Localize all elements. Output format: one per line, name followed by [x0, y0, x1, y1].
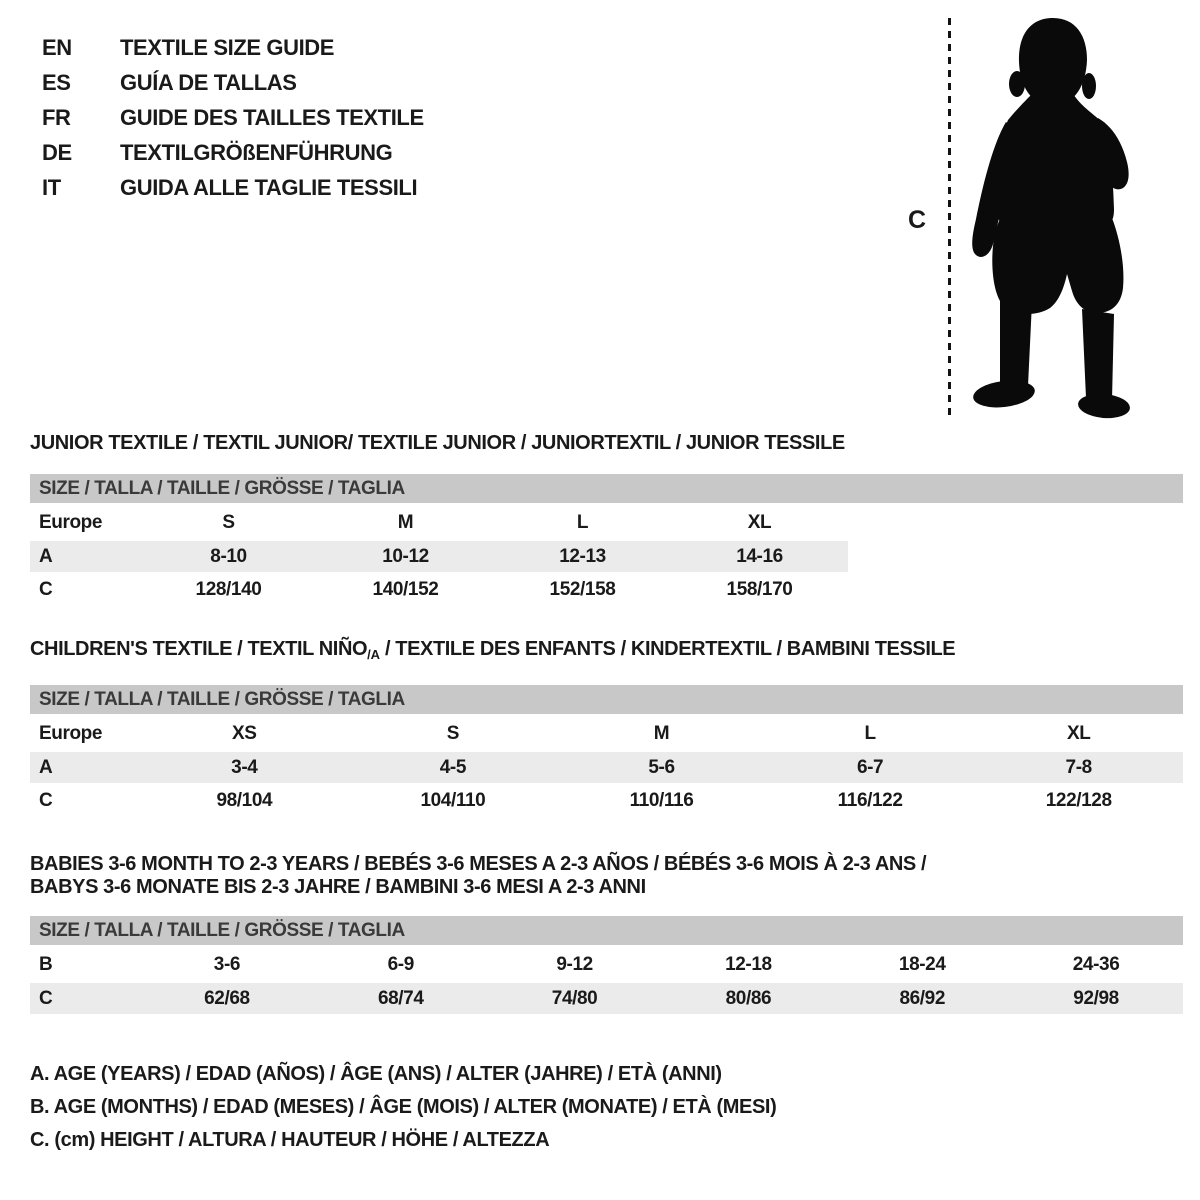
row-label: C: [39, 789, 53, 811]
size-cell: 140/152: [372, 578, 439, 600]
table-row: Europe XS S M L XL: [30, 718, 1183, 751]
size-cell: 12-18: [725, 954, 772, 975]
section-title-text: / TEXTILE DES ENFANTS / KINDERTEXTIL / B…: [379, 638, 956, 660]
header: EN TEXTILE SIZE GUIDE ES GUÍA DE TALLAS …: [0, 0, 1200, 432]
size-cell: 4-5: [439, 756, 467, 778]
language-code: ES: [42, 69, 71, 95]
size-cell: M: [653, 723, 670, 744]
size-cell: 3-6: [213, 954, 241, 975]
babies-size-table: B 3-6 6-9 9-12 12-18 18-24 24-36 C 62/68 68/74 74/…: [30, 949, 1183, 1016]
size-cell: 98/104: [216, 789, 273, 811]
size-cell: 110/116: [629, 789, 694, 811]
section-title-line2: BABYS 3-6 MONATE BIS 2-3 JAHRE / BAMBINI…: [30, 876, 646, 898]
row-label: C: [39, 578, 53, 600]
size-cell: 158/170: [726, 578, 793, 600]
size-tables: JUNIOR TEXTILE / TEXTIL JUNIOR/ TEXTILE …: [30, 432, 1183, 1016]
junior-size-table: Europe S M L XL A 8-10 10-12 12-13 14-16 C 128/140 1…: [30, 507, 848, 607]
language-list: EN TEXTILE SIZE GUIDE ES GUÍA DE TALLAS …: [42, 30, 424, 205]
measure-legend: A. AGE (YEARS) / EDAD (AÑOS) / ÂGE (ANS)…: [30, 1058, 1200, 1157]
language-code: IT: [42, 174, 61, 200]
section-title: CHILDREN'S TEXTILE / TEXTIL NIÑO/A / TEX…: [30, 638, 1183, 666]
height-measure-label: C: [908, 206, 926, 234]
size-cell: 10-12: [382, 545, 429, 567]
size-cell: 104/110: [420, 789, 486, 811]
size-cell: L: [864, 723, 876, 744]
table-row: C 62/68 68/74 74/80 80/86 86/92 92/98: [30, 982, 1183, 1015]
section-title-text: CHILDREN'S TEXTILE / TEXTIL NIÑO: [30, 638, 368, 660]
size-header-bar: SIZE / TALLA / TAILLE / GRÖSSE / TAGLIA: [30, 916, 1183, 945]
size-cell: XL: [747, 512, 772, 533]
size-cell: 9-12: [556, 954, 593, 975]
table-row: C 98/104 104/110 110/116 116/122 122/128: [30, 784, 1183, 817]
size-header-bar: SIZE / TALLA / TAILLE / GRÖSSE / TAGLIA: [30, 474, 1183, 503]
guide-title-es: GUÍA DE TALLAS: [120, 69, 297, 95]
children-size-table: Europe XS S M L XL A 3-4 4-5 5-6 6-7 7-8 C 98/104 104/…: [30, 718, 1183, 818]
size-cell: S: [222, 512, 235, 533]
size-cell: 6-9: [387, 954, 415, 975]
size-cell: 12-13: [559, 545, 606, 567]
size-cell: 62/68: [204, 987, 250, 1009]
size-cell: 7-8: [1065, 756, 1093, 778]
row-label: A: [39, 756, 53, 778]
size-cell: 92/98: [1073, 987, 1119, 1009]
size-cell: 14-16: [736, 545, 783, 567]
size-cell: L: [576, 512, 589, 533]
table-row: C 128/140 140/152 152/158 158/170: [30, 573, 848, 606]
size-cell: 5-6: [648, 756, 675, 778]
table-row: Europe S M L XL: [30, 507, 848, 540]
size-cell: 128/140: [195, 578, 262, 600]
guide-title-fr: GUIDE DES TAILLES TEXTILE: [120, 104, 424, 130]
guide-title-en: TEXTILE SIZE GUIDE: [120, 34, 335, 60]
section-junior-textile: JUNIOR TEXTILE / TEXTIL JUNIOR/ TEXTILE …: [30, 432, 1183, 607]
language-row-fr: FR GUIDE DES TAILLES TEXTILE: [42, 100, 424, 135]
row-label: B: [39, 954, 53, 975]
size-cell: 68/74: [377, 987, 424, 1009]
row-label: A: [39, 545, 53, 567]
baby-silhouette-icon: [972, 18, 1130, 419]
legend-age-years: A. AGE (YEARS) / EDAD (AÑOS) / ÂGE (ANS)…: [30, 1063, 722, 1085]
language-code: EN: [42, 34, 72, 60]
language-code: FR: [42, 104, 71, 130]
row-label: C: [39, 987, 53, 1009]
size-cell: 80/86: [725, 987, 772, 1009]
legend-height-cm: C. (cm) HEIGHT / ALTURA / HAUTEUR / HÖHE…: [30, 1129, 550, 1151]
size-cell: 8-10: [210, 545, 247, 567]
language-row-en: EN TEXTILE SIZE GUIDE: [42, 30, 424, 65]
height-measure-figure: C: [900, 14, 1166, 426]
table-row: B 3-6 6-9 9-12 12-18 18-24 24-36: [30, 949, 1183, 982]
size-cell: 122/128: [1045, 789, 1112, 811]
size-header-bar: SIZE / TALLA / TAILLE / GRÖSSE / TAGLIA: [30, 685, 1183, 714]
table-row: A 3-4 4-5 5-6 6-7 7-8: [30, 751, 1183, 784]
size-cell: 3-4: [231, 756, 258, 778]
guide-title-de: TEXTILGRÖßENFÜHRUNG: [120, 139, 393, 165]
row-label: Europe: [39, 512, 103, 533]
size-cell: 86/92: [899, 987, 945, 1009]
size-cell: 74/80: [551, 987, 598, 1009]
table-row: A 8-10 10-12 12-13 14-16: [30, 540, 848, 573]
row-label: Europe: [39, 723, 103, 744]
size-cell: 24-36: [1072, 954, 1120, 975]
size-cell: S: [446, 723, 460, 744]
guide-title-it: GUIDA ALLE TAGLIE TESSILI: [120, 174, 418, 200]
section-babies-textile: BABIES 3-6 MONTH TO 2-3 YEARS / BEBÉS 3-…: [30, 853, 1183, 1016]
language-row-it: IT GUIDA ALLE TAGLIE TESSILI: [42, 170, 424, 205]
size-cell: 18-24: [898, 954, 946, 975]
size-cell: 6-7: [856, 756, 884, 778]
section-children-textile: CHILDREN'S TEXTILE / TEXTIL NIÑO/A / TEX…: [30, 638, 1183, 818]
size-cell: 152/158: [549, 578, 616, 600]
size-cell: M: [397, 512, 414, 533]
legend-age-months: B. AGE (MONTHS) / EDAD (MESES) / ÂGE (MO…: [30, 1096, 777, 1118]
language-row-es: ES GUÍA DE TALLAS: [42, 65, 424, 100]
section-title: JUNIOR TEXTILE / TEXTIL JUNIOR/ TEXTILE …: [30, 432, 845, 454]
height-dashed-line: [948, 18, 951, 416]
size-cell: 116/122: [837, 789, 903, 811]
language-code: DE: [42, 139, 72, 165]
size-cell: XL: [1066, 723, 1091, 744]
section-title-subscript: /A: [367, 647, 380, 662]
section-title-line1: BABIES 3-6 MONTH TO 2-3 YEARS / BEBÉS 3-…: [30, 853, 927, 875]
language-row-de: DE TEXTILGRÖßENFÜHRUNG: [42, 135, 424, 170]
size-cell: XS: [232, 723, 257, 744]
